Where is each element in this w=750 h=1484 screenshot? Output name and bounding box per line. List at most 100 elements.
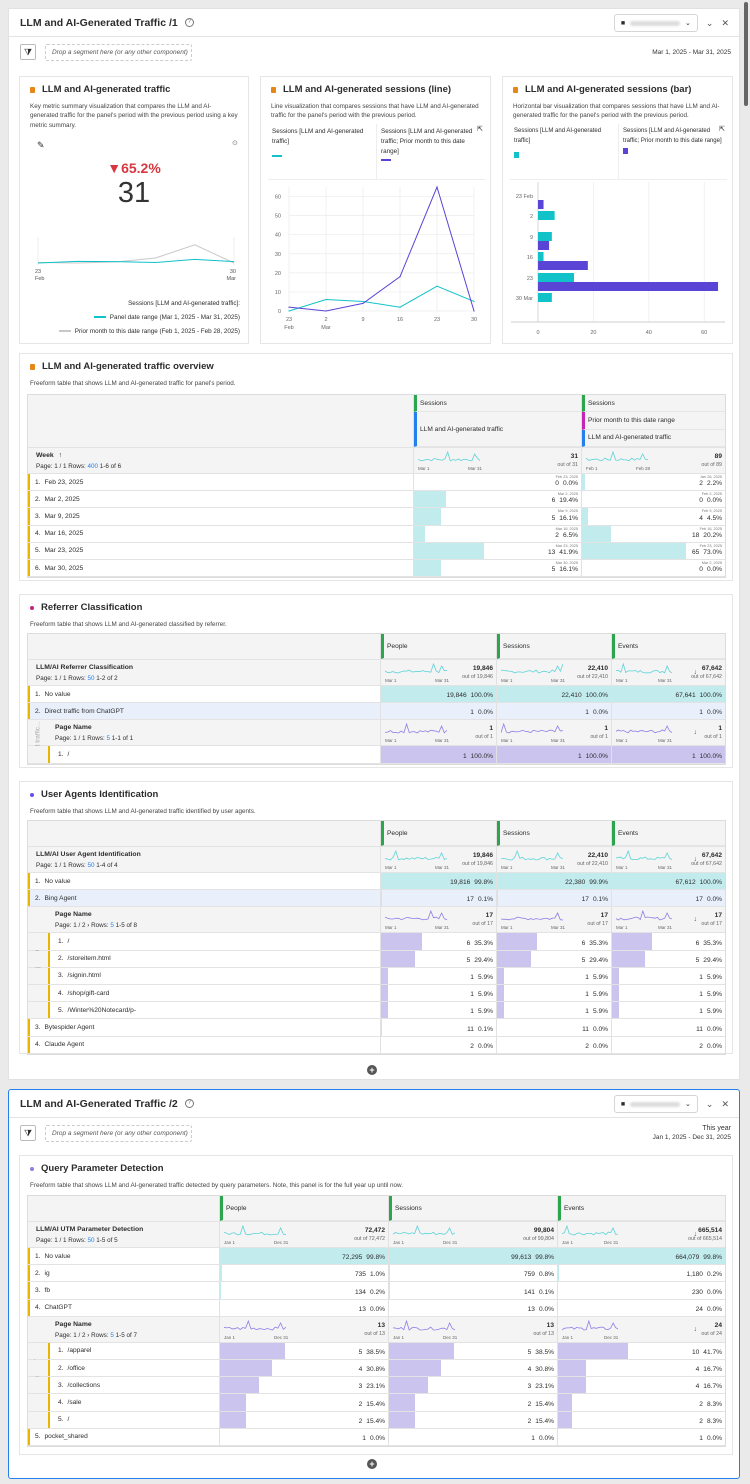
row-label[interactable]: 4. Mar 16, 2025 [28, 525, 413, 542]
legend-item-prior[interactable]: Sessions [LLM and AI-generated traffic; … [619, 124, 727, 179]
dimension-name[interactable]: Page Name [55, 1321, 219, 1328]
add-visualization-button[interactable]: + [367, 1459, 377, 1469]
dimension-name[interactable]: LLM/AI Referrer Classification [36, 664, 380, 671]
add-visualization-button[interactable]: + [367, 1065, 377, 1075]
column-header[interactable]: Sessions Prior month to this date range LL… [581, 395, 725, 447]
table-row[interactable]: 1. No value 19,846 100.0% 22,410 100.0% 67,641… [28, 686, 725, 704]
table-row[interactable]: 5./2 15.4% 2 15.4% 2 8.3% [28, 1411, 725, 1429]
column-header[interactable]: Events [557, 1196, 725, 1221]
date-range[interactable]: This year Jan 1, 2025 - Dec 31, 2025 [653, 1124, 731, 1142]
row-label[interactable]: 4. Claude Agent [28, 1036, 380, 1053]
sort-descending-icon[interactable]: ↓ [693, 916, 698, 924]
table-row[interactable]: 2. ig 735 1.0% 759 0.8% 1,180 0.2% [28, 1265, 725, 1283]
collapse-chevron-icon[interactable]: ⌄ [705, 17, 714, 28]
table-row[interactable]: 4. Mar 16, 2025 Mar 16, 2025 2 6.5% Feb 16, 2… [28, 525, 725, 543]
row-label[interactable]: 2. ig [28, 1265, 219, 1282]
table-row[interactable]: 2./office 4 30.8% 4 30.8% 4 16.7% [28, 1359, 725, 1378]
row-label[interactable]: 1./apparel [28, 1342, 219, 1359]
close-icon[interactable]: ✕ [721, 1098, 729, 1109]
report-suite-dropdown[interactable]: ■ ⌄ [613, 1095, 698, 1113]
column-header-component[interactable]: People [381, 821, 496, 846]
table-row[interactable]: 3. fb 134 0.2% 141 0.1% 230 0.0% [28, 1282, 725, 1300]
row-label[interactable]: 3./collections [28, 1377, 219, 1394]
column-header-component[interactable]: Sessions [497, 821, 611, 846]
table-row[interactable]: 1. Feb 23, 2025 Feb 23, 2025 0 0.0% Jan 26, 2… [28, 474, 725, 492]
column-header-component[interactable]: Sessions [414, 395, 581, 412]
row-label[interactable]: 4./shop/gift-card [28, 984, 380, 1002]
column-header-component[interactable]: People [381, 634, 496, 659]
row-label[interactable]: 1. No value [28, 1248, 219, 1265]
segment-drop-zone[interactable]: Drop a segment here (or any other compon… [45, 43, 192, 61]
table-row[interactable]: 5. Mar 23, 2025 Mar 23, 2025 13 41.9% Feb 23,… [28, 542, 725, 560]
column-header-component[interactable]: Sessions [582, 395, 725, 412]
pencil-icon[interactable]: ✎ [37, 140, 45, 150]
column-header-component[interactable]: Sessions [389, 1196, 557, 1221]
scrollbar-thumb[interactable] [744, 2, 748, 106]
page-indicator[interactable]: 1 / 1 [54, 862, 67, 869]
table-row[interactable]: 1./apparel 5 38.5% 5 38.5% 10 41.7% [28, 1342, 725, 1360]
dimension-name[interactable]: LLM/AI UTM Parameter Detection [36, 1226, 219, 1233]
export-icon[interactable]: ⇱ [477, 126, 483, 133]
sort-descending-icon[interactable]: ↓ [693, 729, 698, 737]
legend-item-prior[interactable]: Sessions [LLM and AI-generated traffic; … [377, 124, 485, 179]
page-indicator[interactable]: 1 / 2 › [73, 922, 90, 930]
page-indicator[interactable]: 1 / 1 [73, 735, 86, 743]
row-label[interactable]: 3. fb [28, 1282, 219, 1299]
rows-per-page[interactable]: 50 [87, 862, 95, 869]
column-header[interactable]: Sessions [496, 821, 611, 846]
table-row[interactable]: 4./shop/gift-card 1 5.9% 1 5.9% 1 5.9% [28, 984, 725, 1003]
help-icon[interactable]: ? [184, 18, 194, 27]
rows-per-page[interactable]: 50 [87, 1237, 95, 1244]
segment-filter-icon[interactable]: ⧩ [20, 44, 36, 60]
sort-descending-icon[interactable]: ↓ [693, 669, 698, 676]
column-header[interactable]: People [219, 1196, 388, 1221]
rows-per-page[interactable]: 400 [87, 463, 98, 470]
table-row[interactable]: 4. Claude Agent 2 0.0% 2 0.0% 2 0.0% [28, 1036, 725, 1054]
segment-drop-zone[interactable]: Drop a segment here (or any other compon… [45, 1124, 192, 1142]
help-icon[interactable]: ? [184, 1099, 194, 1108]
row-label[interactable]: 4. ChatGPT [28, 1299, 219, 1316]
rows-per-page[interactable]: 50 [87, 675, 95, 682]
sort-descending-icon[interactable]: ↓ [693, 856, 698, 863]
rows-per-page[interactable]: 5 [106, 735, 110, 743]
column-header[interactable]: People [380, 821, 496, 846]
page-indicator[interactable]: 1 / 1 [54, 675, 67, 682]
table-row[interactable]: 1. No value 19,816 99.8% 22,380 99.9% 67,612 10… [28, 873, 725, 891]
row-label[interactable]: 3./signin.html [28, 967, 380, 984]
page-scrollbar[interactable] [743, 0, 749, 1484]
table-row[interactable]: 3. Bytespider Agent 11 0.1% 11 0.0% 11 0.0% [28, 1019, 725, 1037]
dimension-name[interactable]: LLM/AI User Agent Identification [36, 851, 380, 858]
column-header-component[interactable]: Sessions [497, 634, 611, 659]
table-row[interactable]: 4./sale 2 15.4% 2 15.4% 2 8.3% [28, 1394, 725, 1412]
table-row[interactable]: 4. ChatGPT 13 0.0% 13 0.0% 24 0.0% [28, 1299, 725, 1317]
dimension-name[interactable]: Page Name [55, 724, 380, 731]
table-row[interactable]: 5./Winter%20Notecard/p- 1 5.9% 1 5.9% 1 5.9% [28, 1002, 725, 1020]
table-row[interactable]: 2. Bing Agent 17 0.1% 17 0.1% 17 0.0% [28, 890, 725, 908]
row-label[interactable]: 1. / [28, 933, 380, 950]
column-header[interactable]: People [380, 634, 496, 659]
page-indicator[interactable]: 1 / 1 [54, 1237, 67, 1244]
column-header-component[interactable]: Events [612, 821, 725, 846]
column-header[interactable]: Sessions LLM and AI-generated traffic [413, 395, 581, 447]
table-row[interactable]: 2. Direct traffic from ChatGPT 1 0.0% 1 0.0% 1… [28, 703, 725, 721]
row-label[interactable]: 3. Bytespider Agent [28, 1019, 380, 1036]
row-label[interactable]: 1. Feb 23, 2025 [28, 474, 413, 491]
table-row[interactable]: 6. Mar 30, 2025 Mar 30, 2025 5 16.1% Mar 2, 2… [28, 559, 725, 578]
page-indicator[interactable]: 1 / 1 [54, 463, 67, 470]
sort-descending-icon[interactable]: ↓ [693, 1325, 698, 1333]
row-label[interactable]: 5. / [28, 1411, 219, 1428]
table-row[interactable]: 2./storeitem.html 5 29.4% 5 29.4% 5 29.4% [28, 950, 725, 968]
row-label[interactable]: 6. Mar 30, 2025 [28, 559, 413, 577]
column-header-component[interactable]: People [220, 1196, 388, 1221]
table-row[interactable]: 3./collections 3 23.1% 3 23.1% 4 16.7% [28, 1377, 725, 1395]
row-label[interactable]: 5. pocket_shared [28, 1428, 219, 1445]
rows-per-page[interactable]: 5 [110, 1331, 114, 1339]
row-label[interactable]: 2./storeitem.html [28, 950, 380, 967]
export-icon[interactable]: ⇱ [719, 126, 725, 133]
row-label[interactable]: 3. Mar 9, 2025 [28, 508, 413, 525]
row-label[interactable]: 1. No value [28, 873, 380, 890]
dimension-name[interactable]: Week ↑ [36, 452, 413, 459]
table-row[interactable]: 2. Mar 2, 2025 Mar 2, 2025 6 19.4% Feb 2, 202… [28, 491, 725, 509]
column-header-component[interactable]: LLM and AI-generated traffic [582, 429, 725, 447]
column-header-component[interactable]: Prior month to this date range [582, 412, 725, 430]
